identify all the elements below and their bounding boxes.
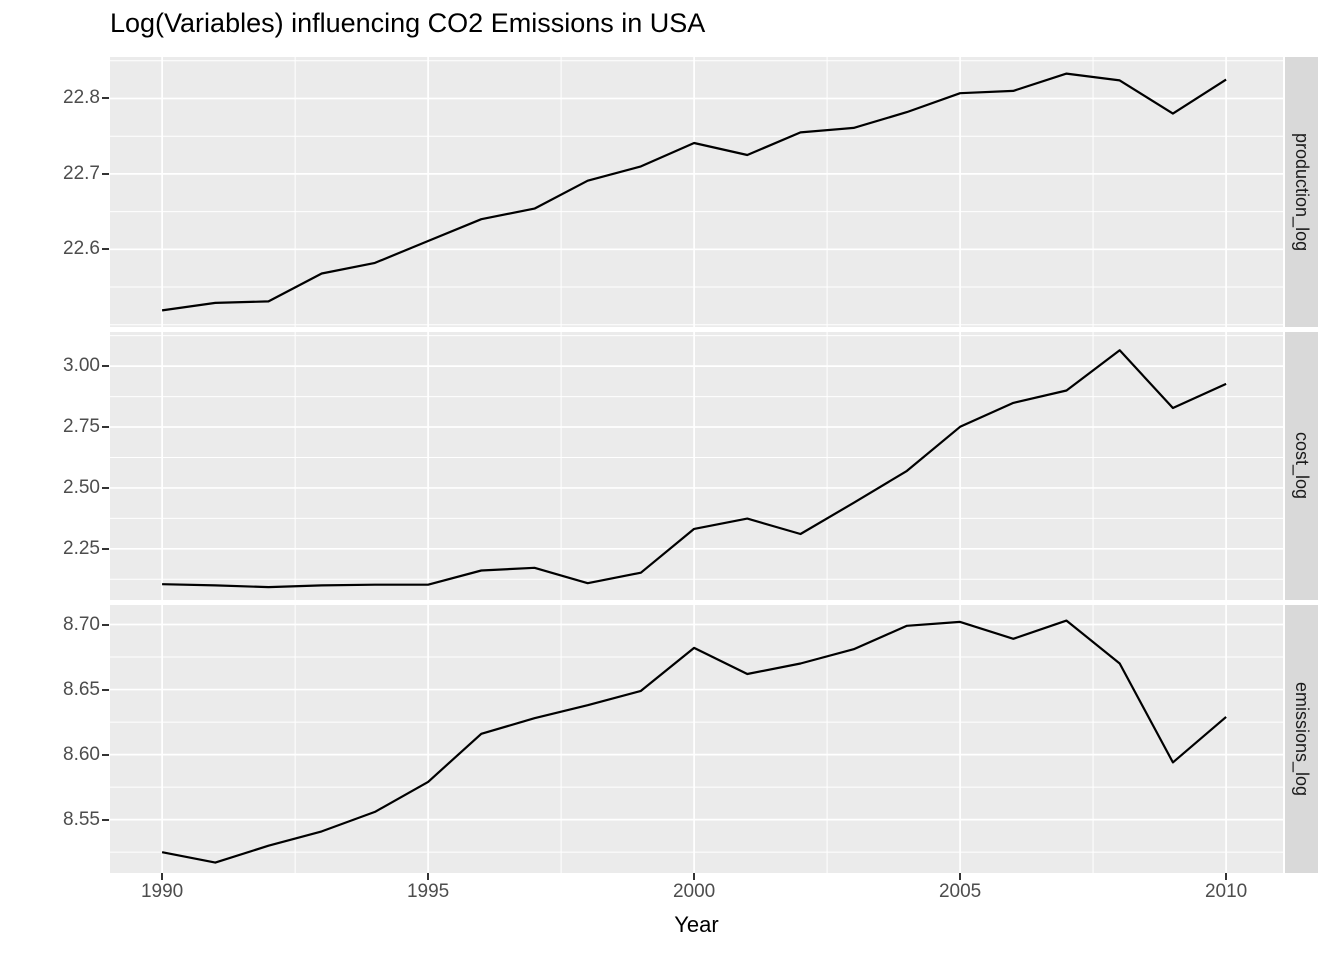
facet-strip-label: production_log <box>1292 132 1312 252</box>
x-tick-label: 1995 <box>406 881 450 902</box>
y-tick-mark <box>102 365 109 368</box>
x-tick-mark <box>427 873 430 880</box>
x-tick-label: 2005 <box>938 881 982 902</box>
facet-plot-cost_log <box>110 332 1283 600</box>
x-tick-mark <box>693 873 696 880</box>
x-tick-mark <box>959 873 962 880</box>
facet-strip-production-log: production_log <box>1285 57 1318 327</box>
facet-plot-production_log <box>110 57 1283 327</box>
y-tick-label-cost_log: 2.25 <box>63 537 100 559</box>
y-tick-label-cost_log: 2.75 <box>63 416 100 438</box>
y-tick-label-cost_log: 2.50 <box>63 476 100 498</box>
y-tick-label-production_log: 22.7 <box>63 162 100 184</box>
facet-strip-cost-log: cost_log <box>1285 332 1318 600</box>
x-axis-title: Year <box>674 912 719 937</box>
x-tick-label: 2010 <box>1204 881 1248 902</box>
y-tick-label-emissions_log: 8.65 <box>63 678 100 700</box>
x-tick-label: 1990 <box>140 881 184 902</box>
data-line-cost_log <box>162 349 1227 589</box>
x-tick-mark <box>1225 873 1228 880</box>
y-tick-mark <box>102 753 109 756</box>
y-tick-mark <box>102 623 109 626</box>
facet-strip-label: emissions_log <box>1292 681 1312 797</box>
facet-plot-emissions_log <box>110 605 1283 873</box>
y-tick-mark <box>102 818 109 821</box>
y-tick-label-cost_log: 3.00 <box>63 355 100 377</box>
y-tick-label-production_log: 22.6 <box>63 238 100 260</box>
facet-panel-cost-log <box>110 332 1283 600</box>
y-tick-label-emissions_log: 8.60 <box>63 743 100 765</box>
data-line-emissions_log <box>161 619 1227 864</box>
y-tick-mark <box>102 248 109 251</box>
facet-panel-production-log <box>110 57 1283 327</box>
y-tick-mark <box>102 172 109 175</box>
x-tick-label: 2000 <box>672 881 716 902</box>
y-tick-label-emissions_log: 8.70 <box>63 613 100 635</box>
y-tick-mark <box>102 97 109 100</box>
facet-strip-label: cost_log <box>1292 432 1312 500</box>
data-line-production_log <box>161 72 1227 312</box>
x-tick-mark <box>161 873 164 880</box>
y-tick-mark <box>102 547 109 550</box>
y-tick-mark <box>102 486 109 489</box>
facet-panel-emissions-log <box>110 605 1283 873</box>
y-tick-mark <box>102 426 109 429</box>
chart-title: Log(Variables) influencing CO2 Emissions… <box>110 8 706 38</box>
y-tick-mark <box>102 688 109 691</box>
y-tick-label-emissions_log: 8.55 <box>63 808 100 830</box>
y-tick-label-production_log: 22.8 <box>63 87 100 109</box>
facet-strip-emissions-log: emissions_log <box>1285 605 1318 873</box>
